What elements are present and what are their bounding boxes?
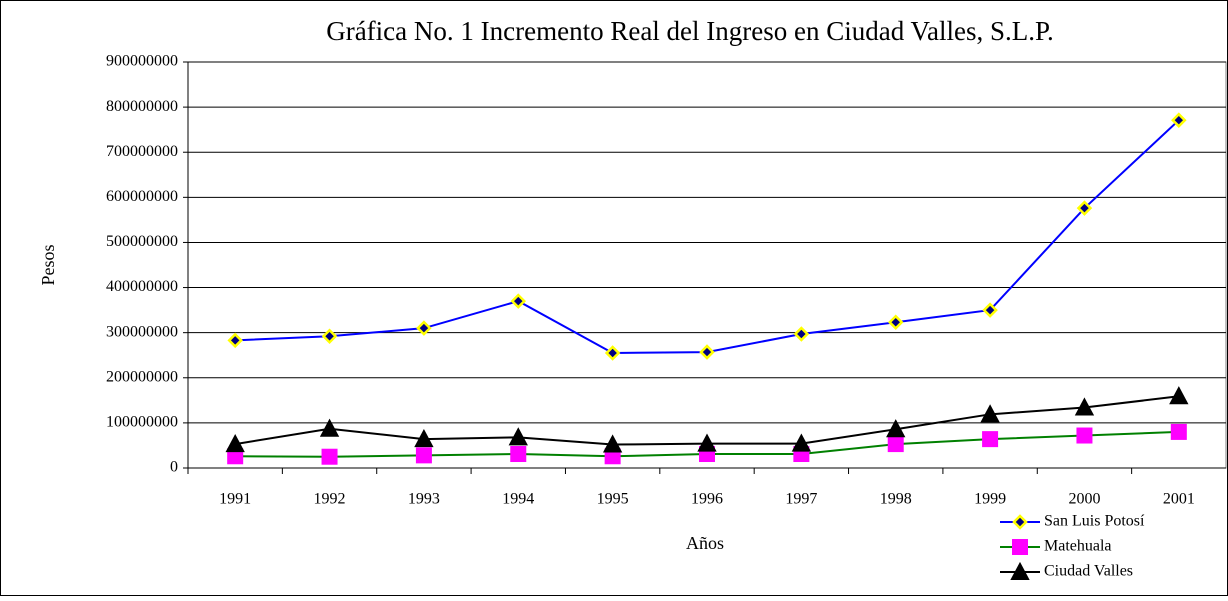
point bbox=[510, 293, 527, 309]
point bbox=[414, 429, 434, 448]
y-tick-label: 600000000 bbox=[106, 188, 178, 205]
legend-marker bbox=[1012, 514, 1028, 530]
point bbox=[793, 326, 810, 342]
x-tick-label: 1997 bbox=[785, 491, 817, 508]
point bbox=[510, 446, 527, 463]
legend-label: Ciudad Valles bbox=[1044, 563, 1133, 580]
y-tick-label: 100000000 bbox=[106, 414, 178, 431]
point bbox=[319, 418, 340, 437]
point bbox=[227, 332, 243, 349]
legend-label: Matehuala bbox=[1044, 538, 1112, 555]
x-tick-label: 1993 bbox=[408, 491, 440, 508]
x-tick-label: 1995 bbox=[597, 491, 629, 508]
point bbox=[1076, 427, 1093, 444]
point bbox=[982, 302, 998, 318]
y-axis-title: Pesos bbox=[38, 244, 58, 285]
point bbox=[225, 433, 245, 453]
point bbox=[508, 427, 528, 446]
point bbox=[982, 431, 999, 448]
point bbox=[1171, 112, 1187, 128]
x-tick-label: 1991 bbox=[219, 491, 251, 508]
y-tick-label: 300000000 bbox=[106, 323, 178, 340]
y-tick-label: 700000000 bbox=[106, 143, 178, 160]
point bbox=[1170, 423, 1187, 440]
point bbox=[791, 433, 812, 452]
point bbox=[887, 436, 904, 453]
point bbox=[886, 419, 906, 438]
y-tick-label: 0 bbox=[170, 459, 178, 476]
y-tick-label: 200000000 bbox=[106, 368, 178, 385]
x-tick-label: 2000 bbox=[1068, 491, 1100, 508]
point bbox=[604, 345, 621, 361]
point bbox=[1074, 397, 1095, 416]
point bbox=[697, 433, 717, 452]
point bbox=[416, 320, 432, 336]
point bbox=[980, 404, 1000, 423]
x-tick-label: 1999 bbox=[974, 491, 1006, 508]
legend-label: San Luis Potosí bbox=[1044, 513, 1145, 530]
x-tick-label: 1996 bbox=[691, 491, 723, 508]
x-tick-label: 1992 bbox=[314, 491, 346, 508]
point bbox=[321, 448, 338, 465]
x-tick-label: 2001 bbox=[1163, 491, 1195, 508]
chart-title: Gráfica No. 1 Incremento Real del Ingres… bbox=[326, 16, 1054, 46]
legend-marker bbox=[1012, 539, 1028, 555]
y-tick-label: 900000000 bbox=[106, 53, 178, 70]
point bbox=[1076, 200, 1093, 216]
point bbox=[415, 447, 432, 464]
point bbox=[602, 434, 623, 453]
x-axis-title: Años bbox=[686, 533, 724, 553]
y-tick-label: 800000000 bbox=[106, 98, 178, 115]
point bbox=[321, 328, 338, 345]
x-tick-label: 1994 bbox=[502, 491, 534, 508]
point bbox=[699, 344, 715, 360]
point bbox=[887, 314, 904, 331]
y-tick-label: 400000000 bbox=[106, 278, 178, 295]
legend-marker bbox=[1010, 561, 1030, 580]
x-tick-label: 1998 bbox=[880, 491, 912, 508]
y-tick-label: 500000000 bbox=[106, 233, 178, 250]
point bbox=[1169, 386, 1189, 405]
